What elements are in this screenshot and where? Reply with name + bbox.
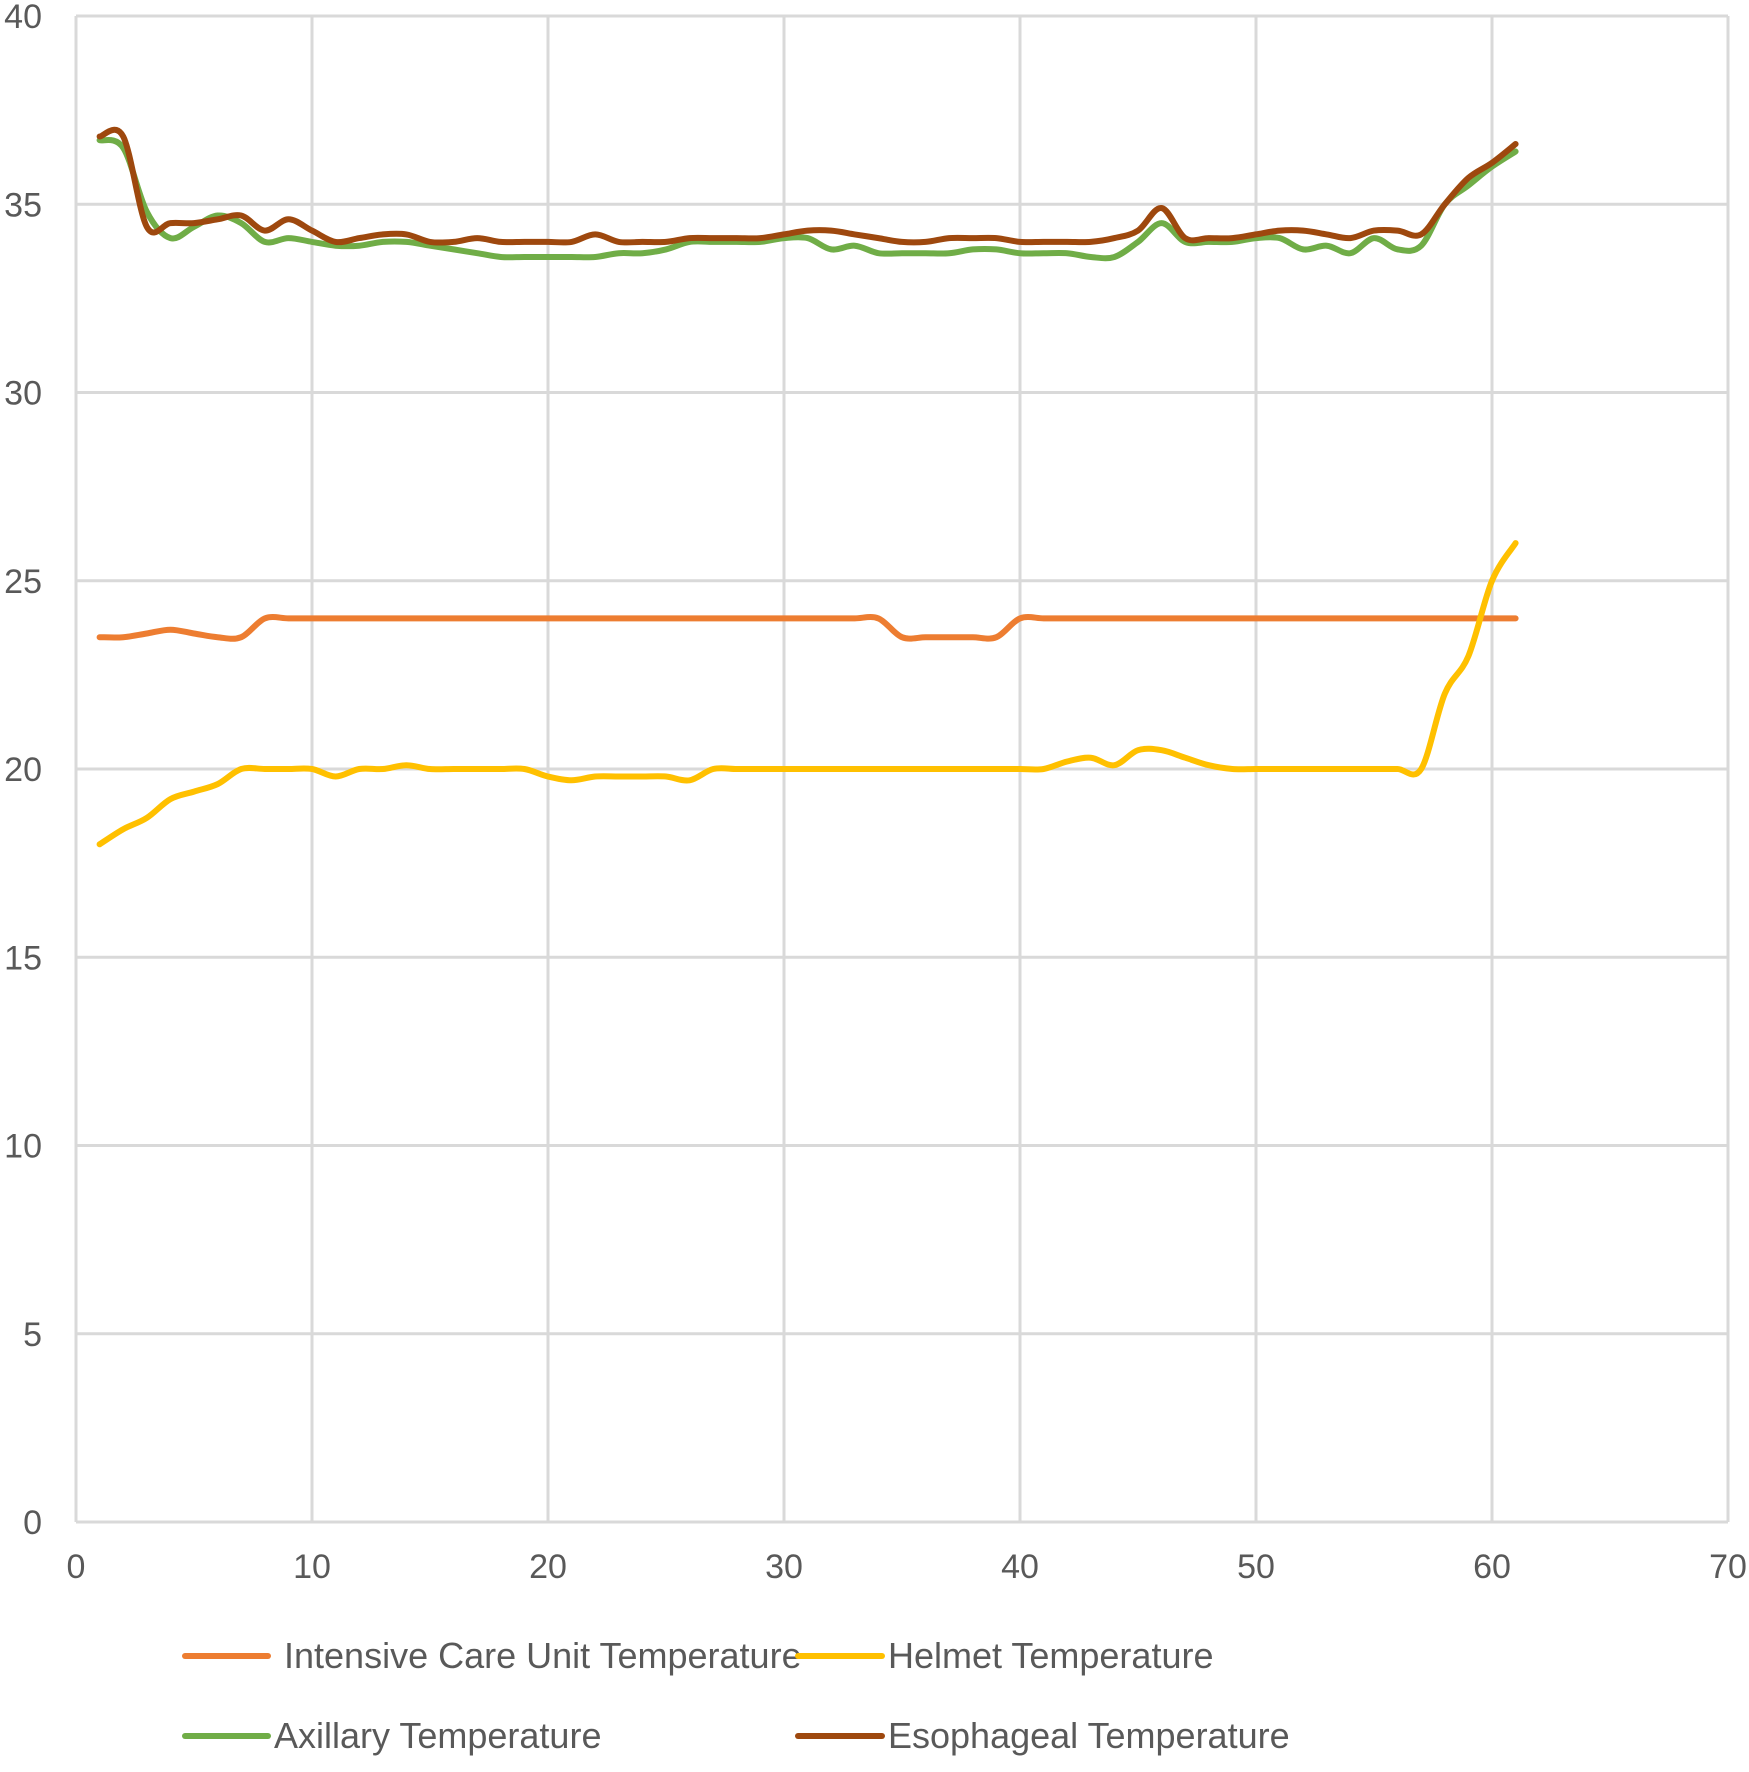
x-tick-label: 40 [1001,1548,1039,1586]
series-line-icu-temperature [96,614,1519,642]
y-tick-label: 40 [4,0,42,36]
y-tick-label: 30 [4,375,42,413]
legend: Intensive Care Unit Temperature Helmet Te… [182,1635,1290,1756]
series-line-esophageal-temperature [96,126,1519,246]
legend-label-axillary-temperature: Axillary Temperature [274,1715,601,1756]
y-tick-label: 25 [4,563,42,601]
x-tick-label: 60 [1473,1548,1511,1586]
x-tick-label: 70 [1709,1548,1747,1586]
x-tick-label: 10 [293,1548,331,1586]
series-line-helmet-temperature [96,540,1519,848]
y-tick-label: 0 [23,1504,42,1542]
y-tick-label: 5 [23,1316,42,1354]
x-tick-label: 30 [765,1548,803,1586]
x-axis-tick-labels: 0 10 20 30 40 50 60 70 [67,1548,1747,1586]
legend-label-helmet-temperature: Helmet Temperature [888,1635,1213,1676]
series-line-axillary-temperature [96,137,1519,262]
x-tick-label: 50 [1237,1548,1275,1586]
y-tick-label: 15 [4,939,42,977]
y-axis-tick-labels: 0 5 10 15 20 25 30 35 40 [4,0,42,1542]
y-tick-label: 35 [4,186,42,224]
y-tick-label: 20 [4,751,42,789]
x-tick-label: 20 [529,1548,567,1586]
x-tick-label: 0 [67,1548,86,1586]
y-tick-label: 10 [4,1128,42,1166]
series-lines [96,126,1519,848]
legend-label-esophageal-temperature: Esophageal Temperature [888,1715,1290,1756]
legend-label-icu-temperature: Intensive Care Unit Temperature [284,1635,802,1676]
